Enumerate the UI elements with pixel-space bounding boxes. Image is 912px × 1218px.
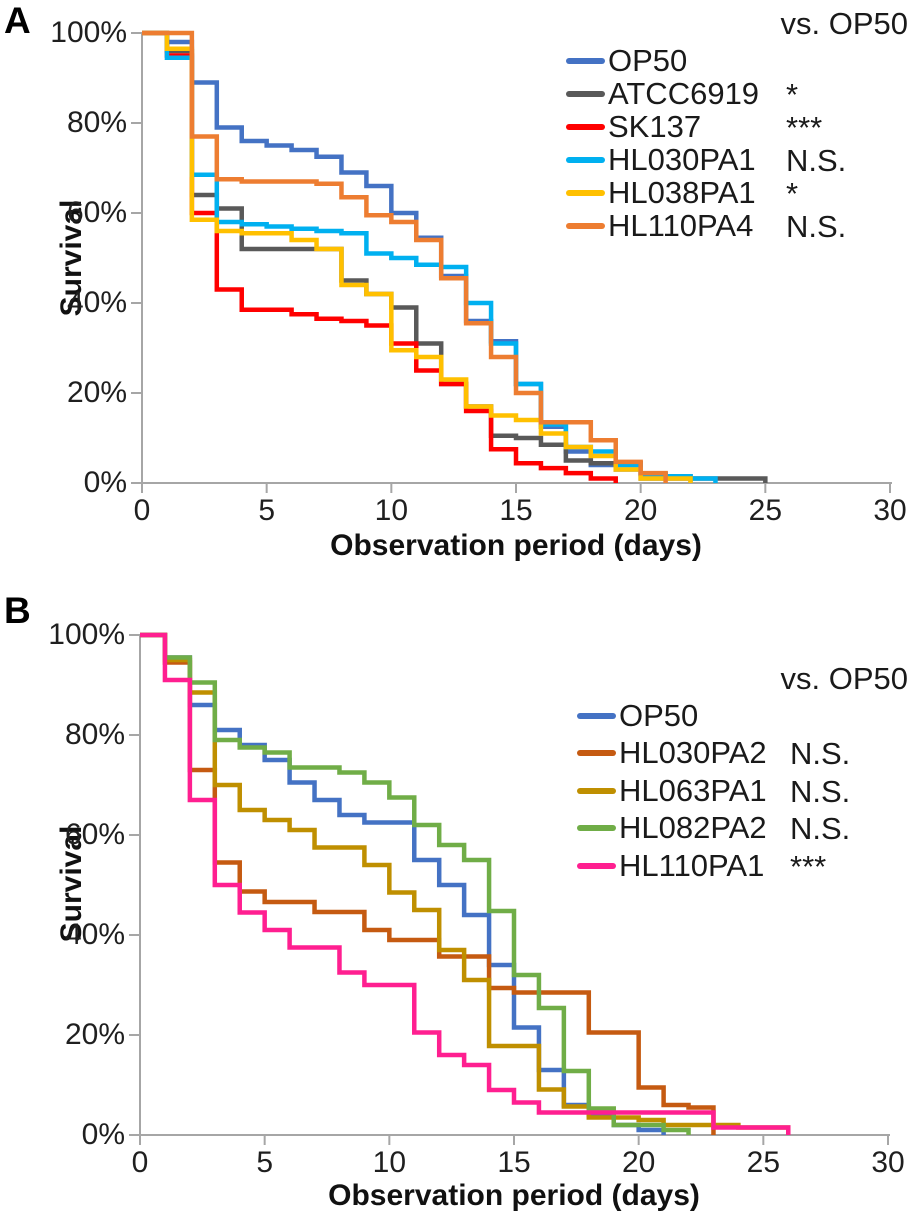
survival-curve-HL030PA2 [140, 632, 716, 1135]
legend-item-HL110PA1: HL110PA1 [577, 847, 765, 883]
panel-a-x-axis-title: Observation period (days) [330, 529, 702, 562]
significance-label-HL030PA2: N.S. [790, 736, 851, 772]
legend-label: HL030PA2 [619, 735, 767, 771]
x-tick-label: 20 [623, 494, 658, 527]
legend-label: HL110PA1 [619, 847, 765, 883]
x-tick-label: 10 [374, 494, 409, 527]
legend-label: HL082PA2 [619, 810, 767, 846]
y-tick-label: 20% [66, 376, 127, 409]
x-tick-label: 5 [258, 494, 275, 527]
y-tick-label: 60% [66, 196, 127, 229]
x-tick-label: 30 [873, 494, 907, 527]
legend-label: HL030PA1 [608, 142, 756, 177]
significance-label-HL063PA1: N.S. [790, 773, 851, 809]
panel-b-x-axis-title: Observation period (days) [328, 1179, 700, 1212]
x-tick-label: 30 [871, 1146, 905, 1179]
survival-curve-HL082PA2 [140, 632, 691, 1135]
legend-line-swatch-OP50 [577, 713, 616, 719]
legend-item-ATCC6919: ATCC6919 [566, 76, 760, 111]
legend-line-swatch-HL082PA2 [577, 825, 616, 832]
legend-line-swatch-OP50 [566, 58, 605, 64]
y-tick-label: 80% [64, 718, 125, 751]
x-tick-label: 20 [621, 1146, 656, 1179]
legend-item-HL063PA1: HL063PA1 [577, 772, 767, 808]
legend-label: HL110PA4 [608, 208, 754, 243]
x-tick-label: 10 [372, 1146, 407, 1179]
y-tick-label: 40% [66, 286, 127, 319]
survival-curve-HL063PA1 [140, 632, 791, 1135]
x-tick-label: 0 [131, 1146, 149, 1179]
significance-label-HL038PA1: * [786, 176, 799, 211]
y-tick-label: 100% [50, 16, 127, 49]
legend-label: SK137 [608, 109, 702, 144]
legend-item-HL030PA1: HL030PA1 [566, 142, 756, 177]
y-tick-label: 20% [64, 1018, 125, 1051]
legend-item-HL082PA2: HL082PA2 [577, 810, 767, 846]
legend-label: HL038PA1 [608, 175, 756, 210]
legend-line-swatch-ATCC6919 [566, 91, 605, 97]
panel-a-legend-header: vs. OP50 [780, 6, 909, 41]
x-tick-label: 15 [499, 494, 533, 527]
panel-a-letter: A [4, 0, 31, 41]
legend-label: OP50 [619, 698, 699, 733]
legend-line-swatch-HL063PA1 [577, 787, 616, 794]
significance-label-HL110PA1: *** [790, 848, 827, 884]
legend-line-swatch-HL030PA2 [577, 750, 616, 757]
significance-label-ATCC6919: * [786, 77, 799, 112]
legend-line-swatch-HL030PA1 [566, 157, 605, 163]
significance-label-HL030PA1: N.S. [786, 143, 847, 178]
y-tick-label: 80% [66, 106, 127, 139]
legend-label: ATCC6919 [608, 76, 760, 111]
legend-line-swatch-HL038PA1 [566, 190, 605, 196]
legend-label: HL063PA1 [619, 772, 767, 808]
y-tick-label: 0% [83, 466, 127, 499]
legend-item-HL110PA4: HL110PA4 [566, 208, 754, 243]
y-tick-label: 0% [81, 1118, 125, 1151]
survival-curve-SK137 [142, 30, 618, 483]
x-tick-label: 25 [748, 494, 783, 527]
legend-item-HL038PA1: HL038PA1 [566, 175, 756, 210]
y-tick-label: 100% [48, 618, 125, 651]
y-tick-label: 40% [64, 918, 125, 951]
panel-b-letter: B [4, 590, 31, 631]
legend-line-swatch-HL110PA1 [577, 862, 616, 869]
legend-line-swatch-HL110PA4 [566, 223, 605, 229]
significance-label-HL082PA2: N.S. [790, 811, 851, 847]
survival-curve-HL110PA4 [142, 30, 668, 483]
survival-curve-HL038PA1 [142, 30, 693, 483]
legend-item-SK137: SK137 [566, 109, 702, 144]
survival-curve-HL110PA1 [140, 632, 791, 1135]
x-tick-label: 25 [746, 1146, 781, 1179]
legend-item-OP50: OP50 [566, 43, 688, 78]
x-tick-label: 15 [497, 1146, 531, 1179]
x-tick-label: 5 [256, 1146, 273, 1179]
panel-b-legend-header: vs. OP50 [780, 661, 909, 696]
legend-line-swatch-SK137 [566, 124, 605, 130]
y-tick-label: 60% [64, 818, 125, 851]
significance-label-SK137: *** [786, 110, 823, 145]
legend-item-OP50: OP50 [577, 698, 699, 733]
significance-label-HL110PA4: N.S. [786, 209, 847, 244]
legend-item-HL030PA2: HL030PA2 [577, 735, 767, 771]
legend-label: OP50 [608, 43, 688, 78]
x-tick-label: 0 [133, 494, 151, 527]
